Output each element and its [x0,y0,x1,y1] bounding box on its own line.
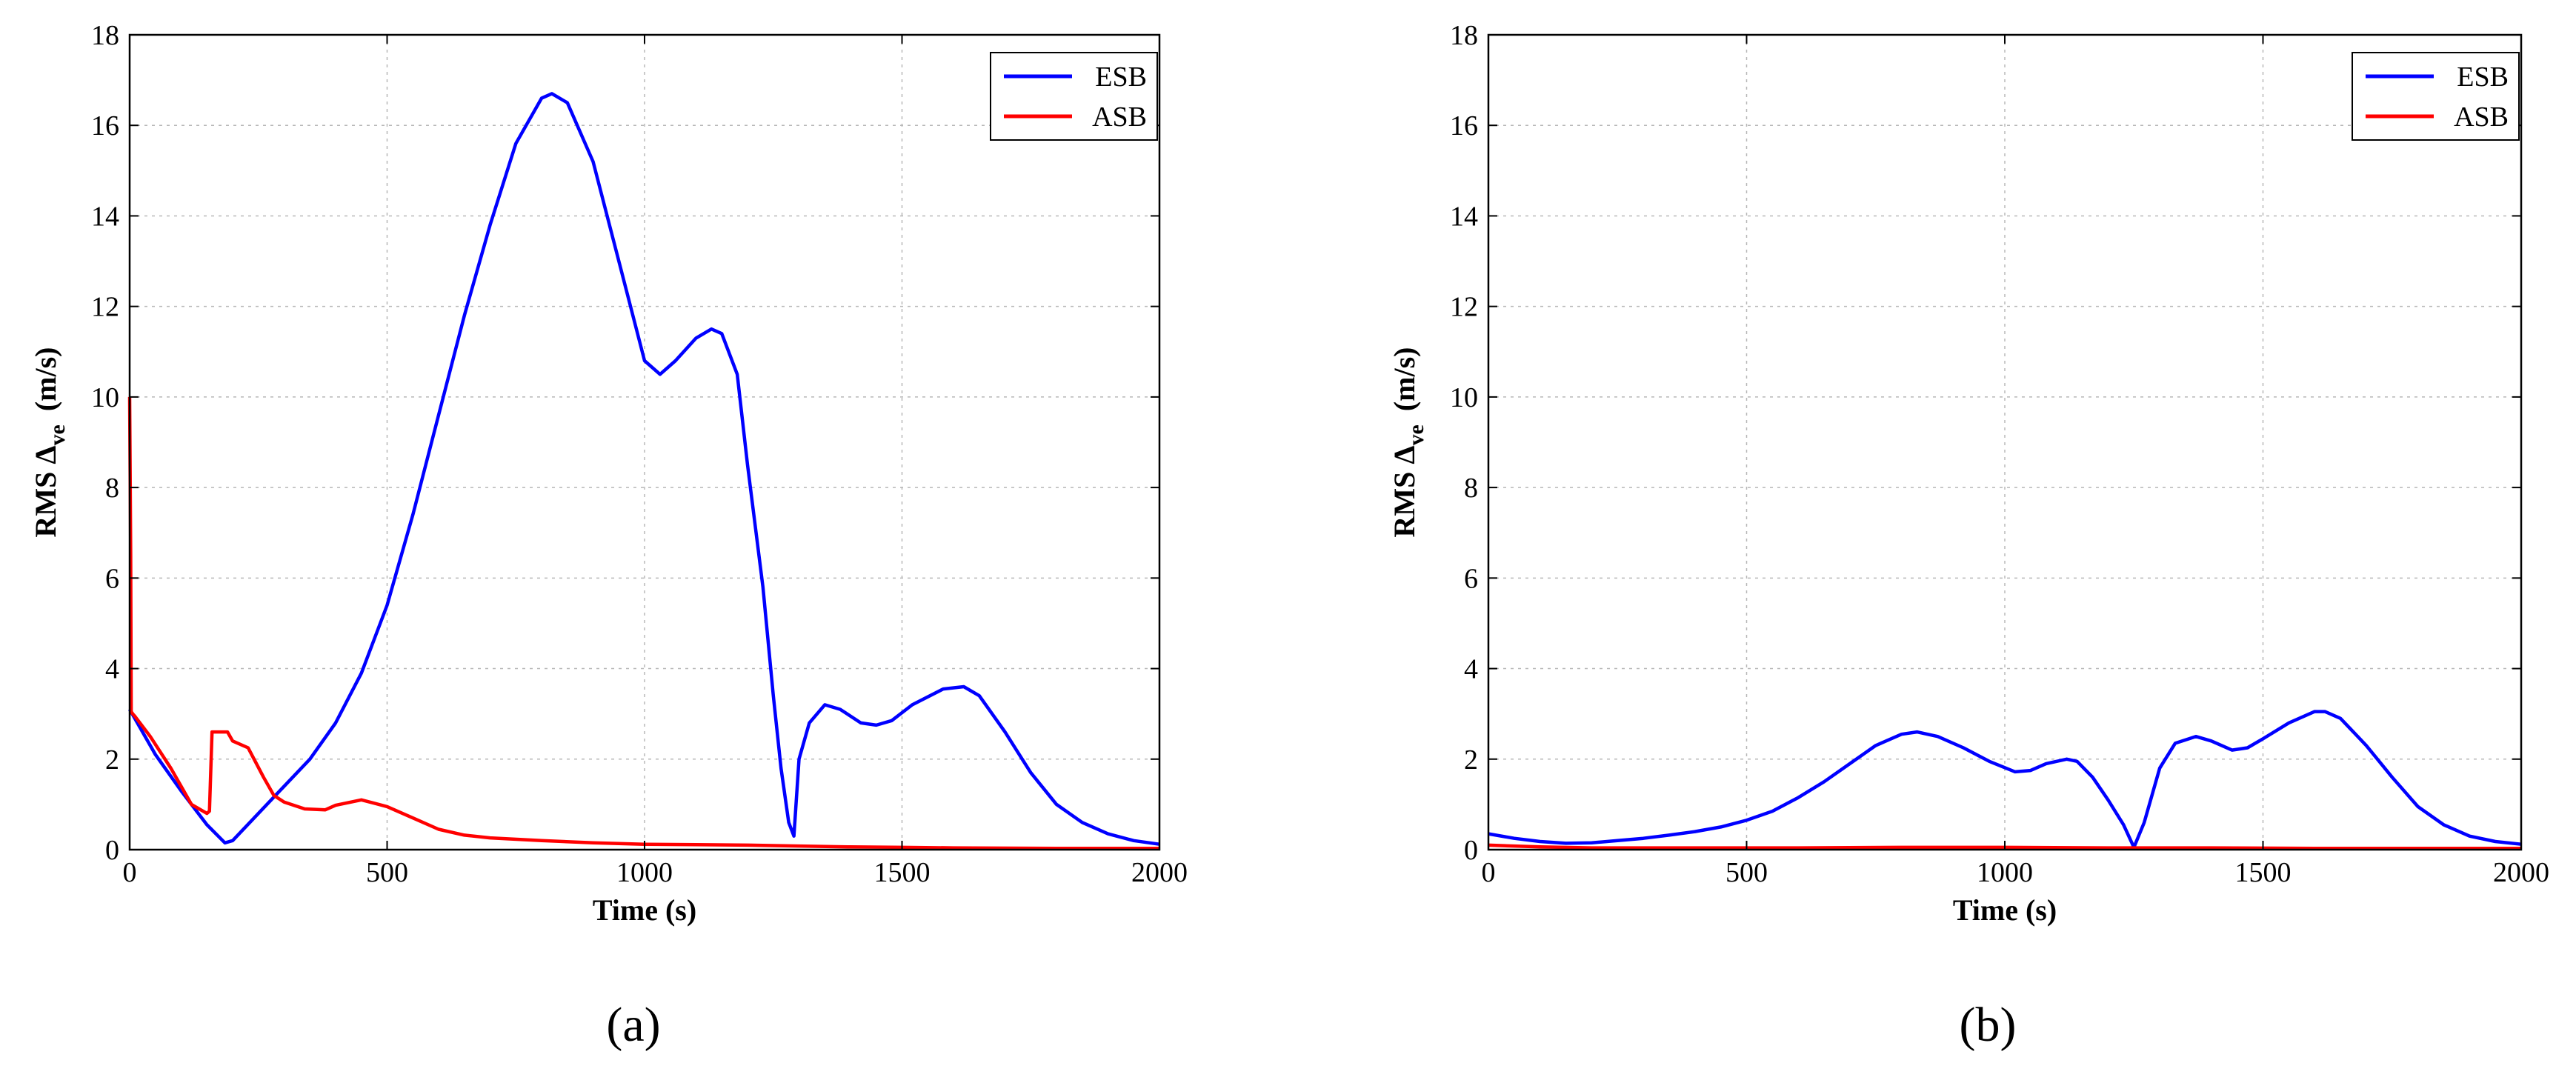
legend-label-esb: ESB [2457,61,2509,93]
y-tick-label: 12 [91,292,119,323]
y-axis-label: RMS Δve (m/s) [1388,347,1428,538]
y-tick-label: 16 [91,110,119,141]
chart-panel-b: 0 500 1000 1500 2000 0 2 4 6 8 10 12 14 16 18 Time (s) R… [1388,20,2549,1052]
legend: ESB ASB [2352,52,2520,141]
y-tick-label: 12 [1450,292,1478,323]
y-axis-label-subscript: ve [45,424,70,445]
y-tick-label: 4 [1464,654,1478,685]
x-axis-label: Time (s) [593,893,696,927]
x-tick-label: 2000 [2493,857,2549,888]
x-tick-label: 2000 [1131,857,1188,888]
y-tick-label: 0 [1464,835,1478,866]
y-axis-label-subscript: ve [1404,424,1428,445]
y-axis-label-unit: (m/s) [29,347,62,412]
y-tick-label: 10 [1450,382,1478,413]
legend-label-esb: ESB [1095,61,1147,93]
y-axis-label-main: RMS Δ [1388,446,1421,538]
x-axis-label: Time (s) [1953,893,2057,927]
y-tick-label: 18 [1450,20,1478,51]
y-tick-label: 8 [1464,473,1478,504]
legend-label-asb: ASB [1092,101,1147,133]
y-axis-label: RMS Δve (m/s) [29,347,70,538]
chart-panel-a: 0 500 1000 1500 2000 0 2 4 6 8 10 12 14 16 18 Time (s) R… [29,20,1188,1052]
y-axis-label-unit: (m/s) [1388,347,1421,412]
legend-label-asb: ASB [2454,101,2509,133]
legend-box [2352,52,2520,141]
x-tick-label: 0 [123,857,137,888]
y-tick-label: 2 [105,744,119,776]
y-tick-label: 10 [91,382,119,413]
y-tick-label: 14 [1450,201,1478,232]
y-tick-label: 0 [105,835,119,866]
y-tick-label: 6 [1464,563,1478,594]
legend-box [990,52,1158,141]
series-line-asb [1488,843,2521,850]
y-tick-label: 4 [105,654,119,685]
legend: ESB ASB [990,52,1158,141]
x-tick-label: 0 [1482,857,1496,888]
x-tick-label: 1000 [616,857,673,888]
y-axis-label-main: RMS Δ [29,446,62,538]
y-tick-label: 16 [1450,110,1478,141]
series-line-asb [127,396,1159,850]
series-line-esb [128,92,1160,846]
y-tick-label: 2 [1464,744,1478,776]
panel-caption: (b) [1960,998,2017,1052]
series-line-esb [1488,710,2522,850]
x-tick-label: 1000 [1977,857,2033,888]
x-tick-label: 500 [366,857,408,888]
y-tick-label: 8 [105,473,119,504]
x-tick-label: 1500 [874,857,931,888]
y-tick-label: 6 [105,563,119,594]
x-tick-label: 1500 [2235,857,2292,888]
panel-caption: (a) [606,998,660,1052]
y-tick-label: 18 [91,20,119,51]
y-tick-label: 14 [91,201,119,232]
x-tick-label: 500 [1725,857,1768,888]
